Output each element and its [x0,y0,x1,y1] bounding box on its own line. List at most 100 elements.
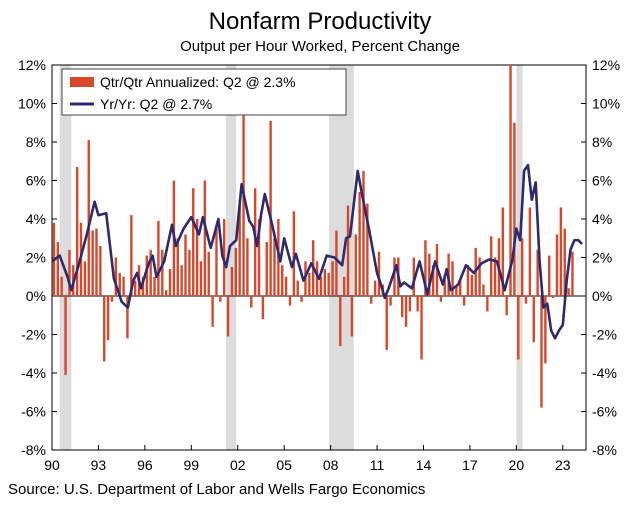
bar-qtr [358,192,361,296]
bar-qtr [130,215,133,296]
y-tick-label-left: 10% [18,96,46,112]
y-tick-label-left: 4% [26,211,46,227]
bar-qtr [478,257,481,296]
bar-qtr [400,296,404,318]
x-tick-label: 11 [370,457,385,473]
bar-qtr [296,280,299,296]
yoy-series-line [51,163,584,340]
bar-qtr [404,296,408,327]
bar-qtr [195,219,199,296]
bar-qtr [145,255,149,296]
bar-qtr [501,207,505,296]
bar-qtr [273,238,276,296]
bar-qtr [68,249,71,296]
bar-qtr [103,296,106,362]
y-tick-label-left: 12% [18,57,46,73]
bar-qtr [215,226,218,296]
bar-qtr [226,296,230,337]
bar-qtr [532,296,535,343]
bar-qtr [342,276,346,296]
bar-qtr [327,272,330,296]
y-tick-label-left: 2% [26,250,46,266]
bar-qtr [470,274,474,296]
y-tick-label-right: 10% [592,96,620,112]
bar-qtr [292,211,296,296]
y-axis-left: 12% 10% 8% 6% 4% 2% 0% -2% -4% -6% -8% [18,57,46,458]
axis-frame [51,64,587,451]
bar-qtr [300,296,303,302]
bar-qtr [110,296,114,302]
bar-qtr [56,242,60,296]
bar-qtr [466,265,470,296]
bar-qtr [350,296,354,337]
bar-qtr [462,296,466,306]
bar-qtr [261,296,265,320]
bar-qtr [180,265,183,296]
legend-label-yoy: Yr/Yr: Q2 @ 2.7% [100,96,212,112]
bar-qtr [246,238,249,296]
bar-qtr [331,261,334,296]
bar-qtr [362,170,365,296]
bar-qtr [517,296,520,360]
bar-qtr [60,276,63,296]
bar-qtr [335,230,338,296]
x-axis: 90 93 96 99 02 05 08 11 14 17 20 23 [44,457,571,473]
bar-qtr [164,290,168,296]
y-tick-label-left: -4% [21,365,46,381]
bar-qtr [106,296,110,341]
bar-qtr [161,249,164,296]
x-tick-label: 05 [276,457,292,473]
bar-qtr [269,120,272,296]
bar-qtr [168,269,172,296]
bar-qtr [176,238,179,296]
bar-qtr [257,219,261,296]
y-tick-label-right: -8% [592,442,617,458]
y-tick-label-right: -6% [592,404,617,420]
bar-qtr [192,188,195,296]
bar-qtr [234,247,238,296]
bar-qtr [389,296,392,306]
bar-qtr [513,122,516,296]
recession-shading [59,65,523,450]
bar-qtr [459,280,462,296]
bar-qtr [184,234,187,296]
bar-qtr [118,272,121,296]
bar-qtr [424,240,427,296]
bar-qtr [551,296,555,298]
bar-qtr [238,199,241,296]
recession-band-1 [226,65,237,450]
y-tick-label-left: 6% [26,173,46,189]
bar-qtr [373,280,377,296]
y-tick-label-left: 0% [26,288,46,304]
y-tick-label-left: -6% [21,404,46,420]
y-tick-label-right: -4% [592,365,617,381]
bar-qtr [211,296,214,327]
x-tick-label: 90 [44,457,60,473]
x-tick-label: 02 [230,457,246,473]
bar-qtr [408,296,412,312]
bar-qtr [308,272,311,296]
bar-qtr [83,261,87,296]
bar-qtr [188,249,191,296]
x-tick-label: 20 [509,457,525,473]
recession-band-0 [59,65,72,450]
bar-qtr [416,296,419,312]
x-tick-label: 93 [91,457,107,473]
bar-qtr [230,267,234,296]
bar-qtr [87,140,90,296]
bar-qtr [520,238,524,296]
bar-qtr [370,296,373,304]
y-tick-label-right: -2% [592,327,617,343]
y-axis-right: 12% 10% 8% 6% 4% 2% 0% -2% -4% -6% -8% [592,57,620,458]
bar-qtr [319,276,323,296]
bar-qtr [157,220,160,296]
y-tick-label-right: 4% [592,211,612,227]
bar-qtr [75,167,79,296]
bar-qtr [385,296,388,350]
bar-qtr [99,245,102,296]
legend-label-qtr: Qtr/Qtr Annualized: Q2 @ 2.3% [100,74,296,90]
bar-qtr [377,251,381,296]
y-tick-label-right: 2% [592,250,612,266]
bar-qtr [536,249,539,296]
bar-qtr [323,269,327,296]
